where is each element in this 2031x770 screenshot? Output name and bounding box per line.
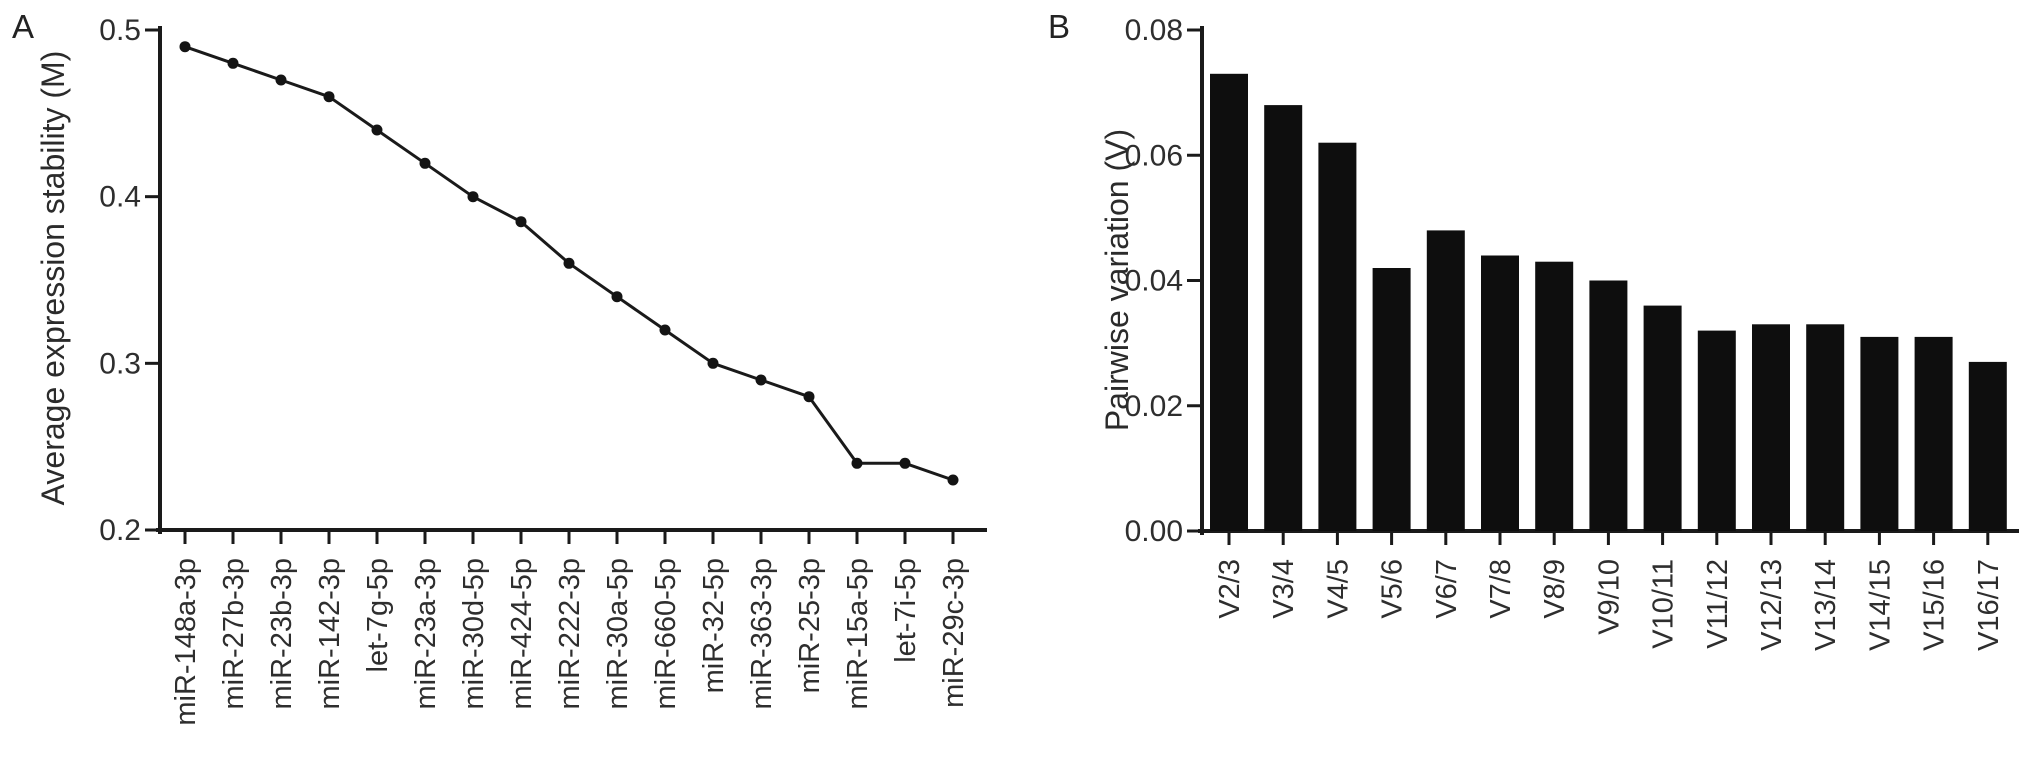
panel-b-category-label: V14/15 (1864, 559, 1896, 651)
data-point-marker (947, 474, 959, 486)
panel-a-category-label: miR-23b-3p (266, 558, 298, 710)
panel-b-bar-chart: B Pairwise variation (V) 0.080.060.040.0… (1048, 8, 2019, 651)
data-point-marker (707, 357, 719, 369)
pairwise-variation-bar (1806, 324, 1845, 531)
panel-a-y-tick-label: 0.5 (99, 14, 141, 47)
panel-a-plot-area: 0.5 0.4 0.3 0.2 miR-148a-3p miR-27b-3p miR-23b… (99, 14, 987, 726)
panel-a-category-label: miR-30d-5p (458, 558, 490, 710)
data-point-marker (755, 374, 767, 386)
panel-a-y-tick-label: 0.2 (99, 514, 141, 547)
panel-a-letter: A (12, 8, 34, 45)
panel-b-category-label: V12/13 (1756, 559, 1788, 651)
panel-a-category-label: miR-222-3p (554, 558, 586, 710)
panel-b-category-label: V9/10 (1593, 559, 1625, 635)
panel-b-category-label: V3/4 (1268, 559, 1300, 619)
pairwise-variation-bar (1264, 105, 1303, 531)
panel-b-category-label: V8/9 (1539, 559, 1571, 619)
panel-b-y-tick-label: 0.04 (1125, 265, 1183, 298)
panel-a-category-label: miR-363-3p (746, 558, 778, 710)
panel-a-category-label: miR-424-5p (506, 558, 538, 710)
panel-a-category-label: miR-148a-3p (170, 558, 202, 726)
panel-b-category-label: V10/11 (1648, 559, 1680, 649)
panel-b-category-label: V2/3 (1214, 559, 1246, 619)
panel-b-y-tick-label: 0.00 (1125, 515, 1183, 548)
panel-b-category-label: V15/16 (1919, 559, 1951, 651)
panel-a-category-label: miR-25-3p (794, 558, 826, 693)
pairwise-variation-bar (1426, 230, 1465, 531)
panel-a-category-label: miR-15a-5p (842, 558, 874, 710)
pairwise-variation-bar (1914, 336, 1953, 531)
panel-b-y-axis-title: Pairwise variation (V) (1099, 129, 1135, 431)
data-point-marker (563, 257, 575, 269)
panel-a-category-label: miR-660-5p (650, 558, 682, 710)
data-point-marker (227, 57, 239, 69)
panel-b-category-label: V13/14 (1810, 559, 1842, 651)
panel-b-category-label: V5/6 (1377, 559, 1409, 619)
panel-b-category-label: V11/12 (1702, 559, 1734, 649)
data-point-marker (611, 291, 623, 303)
data-point-marker (275, 74, 287, 86)
data-point-marker (515, 216, 527, 228)
panel-a-category-label: let-7i-5p (890, 558, 922, 663)
panel-b-category-label: V6/7 (1431, 559, 1463, 619)
pairwise-variation-bar (1752, 324, 1790, 531)
panel-a-category-label: let-7g-5p (362, 558, 394, 672)
panel-b-letter: B (1048, 8, 1070, 45)
panel-a-y-axis-title: Average expression stability (M) (35, 51, 71, 506)
data-point-marker (659, 324, 671, 336)
panel-b-y-tick-label: 0.06 (1125, 139, 1183, 172)
data-point-marker (899, 457, 911, 469)
panel-a-category-label: miR-32-5p (698, 558, 730, 693)
data-point-marker (419, 157, 431, 169)
panel-a-category-label: miR-142-3p (314, 558, 346, 710)
pairwise-variation-bar (1968, 361, 2007, 531)
pairwise-variation-bar (1860, 336, 1899, 531)
pairwise-variation-bar (1643, 305, 1682, 531)
panel-b-plot-area: 0.08 0.06 0.04 0.02 0.00 V2/3 V3/4 V4/5 V5/6 V6/7… (1125, 14, 2019, 651)
panel-a-y-tick-label: 0.4 (99, 181, 141, 214)
pairwise-variation-bar (1318, 142, 1357, 531)
panel-b-category-label: V16/17 (1973, 559, 2005, 651)
pairwise-variation-bar (1210, 73, 1248, 532)
data-point-marker (467, 191, 479, 203)
data-point-marker (851, 457, 863, 469)
panel-b-y-tick-label: 0.02 (1125, 390, 1183, 423)
panel-a-category-label: miR-29c-3p (938, 558, 970, 708)
pairwise-variation-bar (1481, 255, 1519, 531)
data-point-marker (179, 41, 191, 53)
data-point-marker (323, 91, 335, 103)
pairwise-variation-bar (1697, 330, 1736, 531)
panel-b-category-label: V7/8 (1485, 559, 1517, 619)
panel-b-y-tick-label: 0.08 (1125, 14, 1183, 47)
data-point-marker (803, 391, 815, 403)
panel-a-y-tick-label: 0.3 (99, 347, 141, 380)
panel-b-category-label: V4/5 (1322, 559, 1354, 619)
pairwise-variation-bar (1372, 268, 1411, 531)
panel-a-category-label: miR-30a-5p (602, 558, 634, 710)
pairwise-variation-bar (1589, 280, 1628, 531)
pairwise-variation-bar (1535, 261, 1574, 531)
panel-a-category-label: miR-23a-3p (410, 558, 442, 710)
data-point-marker (371, 124, 383, 136)
panel-a-category-label: miR-27b-3p (218, 558, 250, 710)
panel-a-line-chart: A Average expression stability (M) 0.50.… (12, 8, 987, 726)
